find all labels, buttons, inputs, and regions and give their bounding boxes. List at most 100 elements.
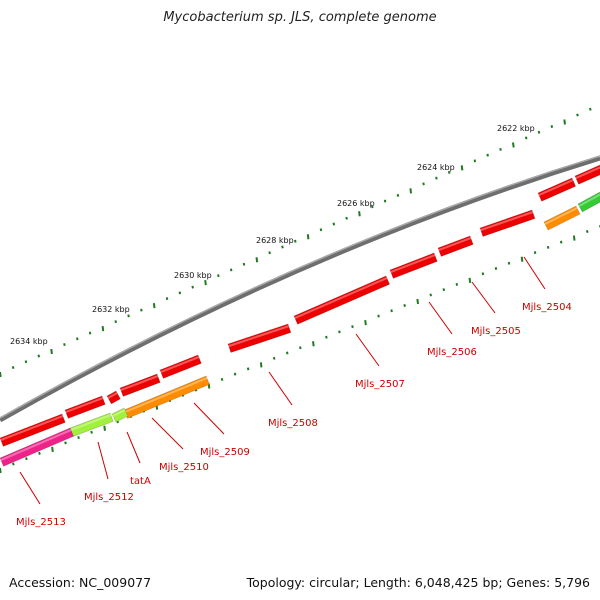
scale-tick — [537, 130, 541, 134]
scale-tick — [312, 341, 315, 347]
scale-tick — [233, 372, 237, 376]
scale-tick — [12, 462, 15, 466]
scale-tick — [473, 159, 477, 163]
scale-tick — [88, 331, 92, 335]
gene-label: Mjls_2504 — [522, 302, 572, 313]
scale-tick — [140, 308, 143, 312]
scale-tick — [101, 325, 105, 332]
scale-tick — [422, 182, 425, 186]
gene-label: Mjls_2513 — [16, 517, 66, 528]
scale-tick — [0, 371, 2, 378]
gene-block-shine — [578, 193, 600, 207]
gene-block-shine — [107, 392, 118, 399]
scale-tick — [563, 119, 566, 125]
scale-tick — [494, 267, 498, 270]
gene-block-shine — [120, 375, 159, 392]
scale-tick — [306, 234, 310, 240]
scale-tick — [255, 257, 259, 263]
scale-tick — [447, 170, 451, 174]
scale-tick — [268, 251, 271, 255]
gene-block-shine — [228, 325, 290, 348]
gene-block — [64, 395, 106, 419]
gene-label: Mjls_2509 — [200, 447, 250, 458]
scale-tick — [370, 205, 374, 209]
scale-tick — [550, 124, 554, 128]
scale-label: 2630 kbp — [174, 271, 212, 280]
gene-label-connector — [193, 402, 225, 435]
gene-block — [437, 235, 474, 257]
inner-tick-ring — [0, 225, 600, 474]
scale-tick — [103, 425, 106, 431]
scale-label: 2634 kbp — [10, 337, 48, 346]
scale-tick — [217, 274, 220, 278]
scale-tick — [325, 335, 328, 339]
scale-tick — [576, 113, 579, 117]
gene-block — [0, 427, 75, 467]
gene-block-shine — [124, 377, 208, 414]
scale-tick — [520, 256, 524, 262]
gene-label: Mjls_2510 — [159, 462, 209, 473]
gene-label: Mjls_2508 — [268, 418, 318, 429]
scale-tick — [152, 303, 156, 309]
gene-block — [574, 164, 600, 185]
gene-block — [543, 205, 581, 231]
scale-tick — [259, 362, 263, 368]
scale-tick — [90, 430, 93, 434]
gene-block-shine — [575, 166, 600, 179]
scale-tick — [585, 230, 589, 234]
scale-tick — [63, 343, 66, 347]
scale-tick — [455, 282, 459, 286]
scale-label: 2626 kbp — [337, 199, 375, 208]
scale-tick — [165, 297, 169, 301]
scale-label: 2632 kbp — [92, 305, 130, 314]
scale-tick — [272, 356, 276, 360]
outer-tick-ring — [0, 107, 592, 378]
scale-tick — [204, 280, 207, 286]
scale-tick — [338, 330, 341, 334]
scale-tick — [546, 245, 550, 249]
gene-block — [537, 177, 577, 202]
scale-tick — [178, 291, 182, 295]
scale-tick — [285, 351, 289, 355]
scale-tick — [332, 222, 336, 226]
gene-block-shine — [112, 409, 126, 417]
scale-tick — [383, 199, 387, 203]
scale-label: 2624 kbp — [417, 163, 455, 172]
scale-tick — [114, 320, 118, 324]
scale-tick — [345, 216, 348, 220]
scale-tick — [77, 436, 80, 440]
map-title: Mycobacterium sp. JLS, complete genome — [163, 10, 437, 25]
gene-block — [106, 390, 121, 405]
gene-label: tatA — [130, 476, 151, 487]
scale-tick — [0, 467, 2, 474]
scale-tick — [50, 348, 53, 355]
scale-tick — [416, 298, 419, 305]
scale-tick — [559, 240, 563, 244]
scale-tick — [242, 262, 246, 266]
scale-tick — [460, 165, 464, 171]
scale-tick — [486, 153, 489, 157]
gene-block — [111, 407, 129, 423]
gene-block-shine — [538, 179, 574, 196]
scale-tick — [499, 147, 502, 151]
gene-block — [577, 191, 600, 213]
gene-label: Mjls_2512 — [84, 492, 134, 503]
scale-tick — [507, 261, 511, 265]
scale-tick — [481, 272, 485, 276]
gene-label-connector — [126, 431, 141, 464]
scale-tick — [51, 446, 54, 452]
gene-label-connector — [471, 281, 496, 314]
gene-block-shine — [65, 397, 104, 414]
scale-tick — [64, 441, 67, 445]
gene-block-shine — [70, 414, 112, 432]
scale-tick — [524, 136, 528, 140]
genome-backbone-highlight — [0, 155, 600, 419]
scale-tick — [533, 251, 537, 255]
gene-block-shine — [0, 415, 64, 442]
scale-tick — [319, 228, 323, 232]
genome-backbone — [0, 155, 600, 423]
scale-label: 2622 kbp — [497, 124, 535, 133]
scale-tick — [572, 235, 576, 241]
gene-label-connector — [97, 441, 109, 480]
